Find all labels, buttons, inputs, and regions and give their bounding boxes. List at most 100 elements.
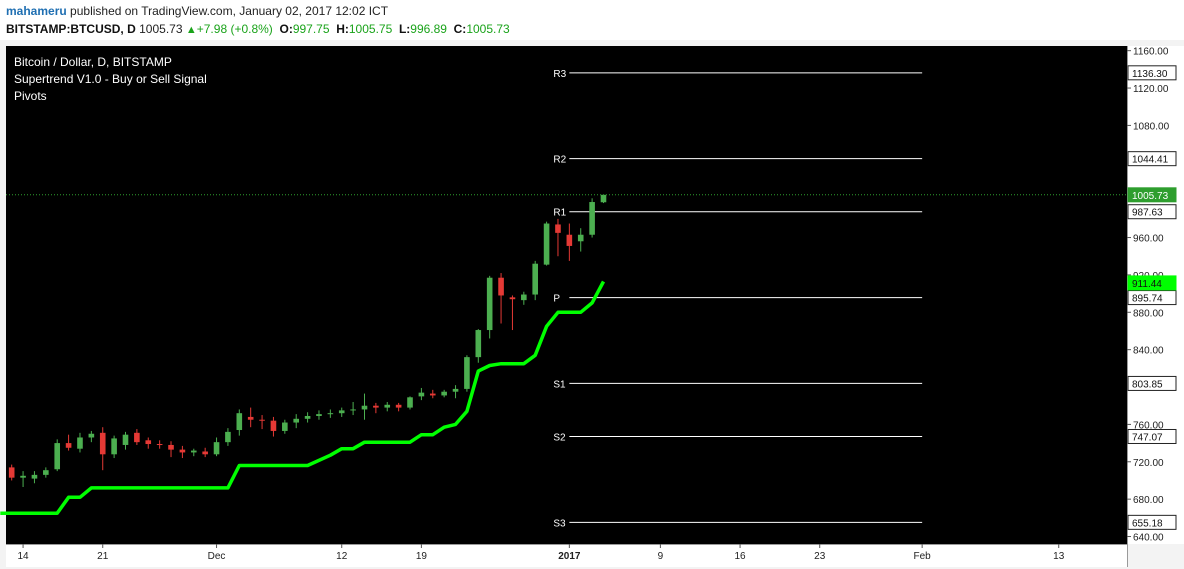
pivot-lines: R3 R2 R1 P S1 S2 S3 [553,69,923,529]
candle [350,401,356,416]
candle [521,291,527,305]
pivot-label-s2: S2 [553,432,566,443]
low-label: L: [398,22,411,36]
candle-body-up [111,438,117,455]
open-value: 997.75 [292,22,330,36]
candle [293,414,300,429]
publish-line: mahameru published on TradingView.com, J… [6,4,388,18]
time-tick-label: 2017 [558,551,581,562]
time-tick-label: 13 [1053,551,1065,562]
candle-body-up [384,404,391,408]
candle-body-up [543,223,550,265]
candle-body-up [532,263,539,295]
legend-pivots[interactable]: Pivots [14,89,47,103]
candle [282,419,288,434]
candle [65,434,72,451]
candle-body-down [509,297,516,300]
candle-body-down [395,404,402,408]
symbol-label: BITSTAMP:BTCUSD, D [6,22,136,36]
time-tick-label: 14 [18,551,30,562]
time-tick-label: 9 [658,551,664,562]
up-arrow-icon: ▲ [185,24,197,36]
pivot-tag-s3-text: 655.18 [1132,518,1163,529]
price-chart[interactable]: R3 R2 R1 P S1 S2 S3 1160.00 1120.00 1080.00 960.0… [0,40,1184,569]
candle-body-up [190,450,197,453]
candle-body-up [225,431,231,443]
close-value: 1005.73 [466,22,510,36]
candle [77,432,83,453]
candle-body-up [213,442,220,455]
chart-header: mahameru published on TradingView.com, J… [0,0,1184,40]
candle-body-down [270,420,277,431]
price-tick-label: 1160.00 [1133,47,1169,58]
candle-body-up [293,418,300,423]
close-label: C: [453,22,467,36]
candle [225,428,231,446]
candle-body-down [429,393,436,396]
candle [43,467,49,478]
candle-body-down [179,449,186,453]
candle-body-up [88,433,95,438]
pivot-tag-s1-box [1127,375,1177,391]
candle [190,448,197,457]
low-value: 996.89 [410,22,447,36]
candle-body-up [327,413,334,415]
candle-body-down [202,451,208,455]
candle-body-up [577,234,584,242]
candle-body-up [236,413,243,431]
candle [566,223,573,261]
candle [179,445,186,459]
candle [361,393,368,420]
candle [8,464,15,481]
candle-body-up [282,422,288,431]
legend-title[interactable]: Bitcoin / Dollar, D, BITSTAMP [14,55,172,69]
candle [327,409,334,418]
candle-body-up [338,410,345,414]
candle-body-up [486,277,493,331]
candle [429,389,436,399]
candle-body-down [247,416,254,420]
candle [498,273,504,324]
candle-body-up [475,330,482,358]
ohlc-line: BITSTAMP:BTCUSD, D 1005.73 ▲+7.98 (+0.8%… [6,22,510,36]
candle [600,194,607,204]
supertrend-path [0,280,606,515]
candle [475,329,482,363]
candle [304,412,311,423]
candle-body-down [65,443,72,448]
candle [509,295,516,331]
time-tick-label: 16 [734,551,746,562]
candles [8,194,607,488]
candle-body-up [54,443,61,470]
time-tick-label: 12 [336,551,348,562]
candle [395,402,402,412]
candle [145,437,152,449]
candle [247,407,254,428]
candle-body-down [373,405,379,408]
candle [464,355,470,392]
candle [99,427,106,471]
candle [543,221,550,266]
price-tick-label: 880.00 [1133,308,1164,319]
candle [486,275,493,339]
pivot-tag-p-text: 895.74 [1132,294,1163,305]
candle [31,471,38,484]
candle [589,198,595,238]
candle [532,260,539,301]
candle [213,437,220,457]
high-label: H: [336,22,349,36]
candle-body-down [156,444,163,446]
candle-body-up [20,475,26,478]
legend-supertrend[interactable]: Supertrend V1.0 - Buy or Sell Signal [14,72,207,86]
plot-area[interactable] [6,46,1127,544]
candle-body-up [304,415,311,419]
author-name[interactable]: mahameru [6,4,67,18]
time-tick-label: 23 [814,551,826,562]
time-axis[interactable] [6,544,1127,567]
price-tick-label: 680.00 [1133,495,1164,506]
candle [259,415,265,430]
candle-body-up [122,434,129,445]
pivot-tag-s2-box [1127,428,1177,444]
pivot-tag-p-box [1127,290,1177,306]
candle-body-up [43,470,49,475]
